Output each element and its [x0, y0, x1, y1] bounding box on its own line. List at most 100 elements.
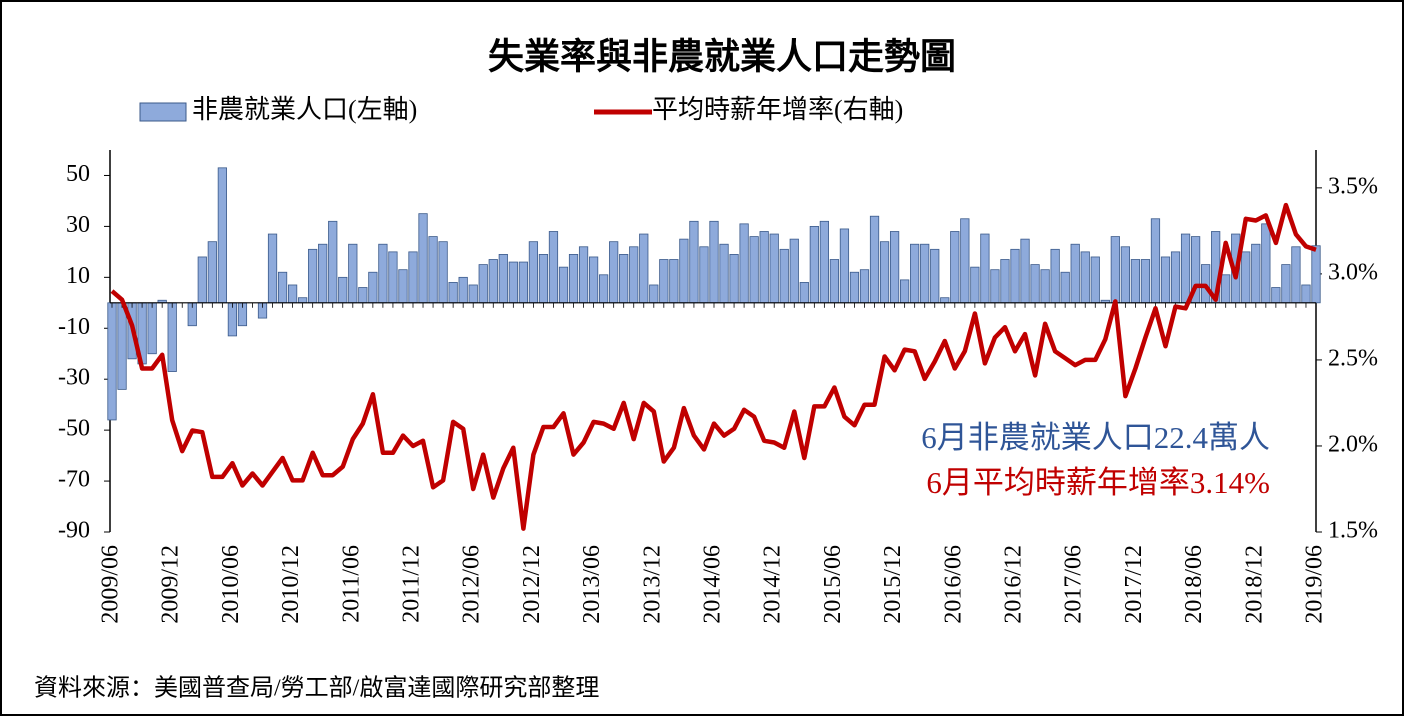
bar	[308, 248, 318, 304]
annotation: 6月平均時薪年增率3.14%	[926, 465, 1270, 500]
bar	[970, 266, 980, 304]
y-tick-label: -90	[58, 518, 90, 544]
bar	[478, 264, 488, 304]
bar	[398, 269, 408, 304]
bar	[1060, 271, 1070, 304]
bar	[859, 269, 870, 304]
bar	[789, 238, 799, 304]
x-tick-label: 2014/12	[760, 545, 786, 624]
x-tick-label: 2010/06	[218, 545, 244, 624]
x-tick-label: 2018/12	[1241, 545, 1267, 624]
y-tick-label: -10	[58, 314, 90, 340]
bar	[448, 282, 458, 304]
bar	[910, 243, 920, 304]
bar	[829, 259, 840, 304]
bar	[639, 233, 649, 304]
bar	[538, 254, 549, 304]
bar	[809, 225, 819, 304]
bar	[1251, 243, 1261, 304]
bar	[689, 220, 699, 304]
bar	[1291, 246, 1301, 304]
legend-label: 非農就業人口(左軸)	[192, 95, 417, 124]
bar	[378, 243, 388, 304]
bar	[940, 297, 950, 304]
bar	[879, 241, 890, 304]
bar	[749, 236, 759, 304]
bar	[1271, 287, 1281, 304]
bar	[528, 241, 539, 304]
bar	[980, 233, 990, 304]
bar	[197, 256, 207, 304]
bar	[1020, 238, 1030, 304]
bar	[1130, 259, 1141, 304]
bar	[1030, 264, 1040, 304]
bar	[147, 302, 157, 355]
y-tick-label: -70	[58, 467, 90, 493]
bar	[107, 302, 117, 421]
x-tick-label: 2012/12	[519, 545, 545, 624]
x-tick-label: 2013/06	[579, 545, 605, 624]
y-tick-label: 30	[66, 212, 90, 238]
bar	[1000, 259, 1010, 304]
bar	[1050, 248, 1060, 304]
bar	[739, 223, 749, 304]
bar	[167, 302, 177, 372]
bar	[578, 246, 589, 304]
bar	[729, 254, 739, 304]
bar	[960, 218, 970, 304]
bar	[1311, 245, 1321, 304]
bar	[1261, 223, 1271, 304]
bar	[769, 233, 779, 304]
bar	[277, 271, 288, 304]
bar	[518, 261, 528, 304]
x-tick-label: 2015/12	[880, 545, 906, 624]
y2-tick-label: 2.5%	[1328, 345, 1378, 371]
bar	[609, 241, 619, 304]
bar	[699, 246, 709, 304]
bar	[1241, 251, 1251, 304]
bar	[900, 279, 910, 304]
bar	[1070, 243, 1080, 304]
bar	[1150, 218, 1161, 304]
bar	[649, 284, 659, 304]
source-note: 資料來源：美國普查局/勞工部/啟富達國際研究部整理	[34, 675, 599, 702]
bar	[568, 254, 579, 304]
bar	[599, 274, 609, 304]
x-tick-label: 2011/06	[338, 545, 364, 623]
bar	[869, 215, 880, 304]
bar	[839, 228, 850, 304]
x-tick-label: 2018/06	[1181, 545, 1207, 624]
x-tick-label: 2017/06	[1061, 545, 1087, 624]
bar	[659, 259, 669, 304]
y-tick-label: -30	[58, 365, 90, 391]
x-tick-label: 2017/12	[1121, 545, 1147, 624]
bar	[1160, 256, 1171, 304]
legend-swatch	[139, 102, 187, 122]
x-tick-label: 2009/12	[158, 545, 184, 624]
bar	[1120, 246, 1130, 304]
bar	[990, 269, 1000, 304]
bar	[799, 282, 809, 304]
bar	[1221, 274, 1231, 304]
bar	[428, 236, 438, 304]
x-tick-label: 2015/06	[820, 545, 846, 624]
bar	[368, 271, 378, 304]
y2-tick-label: 3.0%	[1328, 259, 1378, 285]
y2-tick-label: 1.5%	[1328, 518, 1378, 544]
bar	[418, 213, 428, 304]
bar	[498, 254, 508, 304]
bar	[287, 284, 298, 304]
bar	[1170, 251, 1181, 304]
bar	[629, 246, 639, 304]
bar	[588, 256, 599, 304]
bar	[207, 241, 217, 304]
bar	[408, 251, 418, 304]
bar	[679, 238, 689, 304]
y-tick-label: 10	[66, 263, 90, 289]
x-tick-label: 2014/06	[700, 545, 726, 624]
bar	[819, 220, 829, 304]
bar	[508, 261, 518, 304]
x-tick-label: 2016/06	[940, 545, 966, 624]
bar	[117, 302, 127, 390]
